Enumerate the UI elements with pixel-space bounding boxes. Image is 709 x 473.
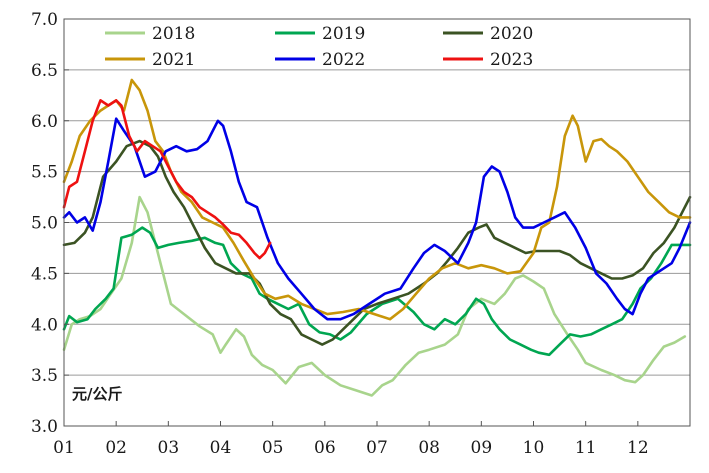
y-tick-label: 6.5 <box>31 61 58 81</box>
series-line-2023 <box>62 99 272 260</box>
x-tick-label: 04 <box>210 438 232 458</box>
legend-label-2023: 2023 <box>490 50 533 70</box>
axes: 3.0 3.5 4.0 4.5 5.0 5.5 6.0 6.5 7.0 01 02 03 04 05 06 0… <box>31 10 649 458</box>
unit-label-background <box>66 380 150 406</box>
legend-label-2021: 2021 <box>152 50 195 70</box>
y-tick-label: 3.0 <box>31 417 58 437</box>
x-tick-label: 08 <box>418 438 440 458</box>
legend-label-2019: 2019 <box>322 24 365 44</box>
x-tick-label: 03 <box>158 438 180 458</box>
series-line-2022 <box>62 117 692 321</box>
y-tick-label: 5.0 <box>31 214 58 234</box>
series-line-2020 <box>62 139 692 346</box>
series-line-2018 <box>62 195 687 397</box>
x-tick-label: 01 <box>53 438 75 458</box>
legend-label-2022: 2022 <box>322 50 365 70</box>
x-tick-label: 09 <box>471 438 493 458</box>
x-tick-label: 05 <box>262 438 284 458</box>
x-tick-label: 02 <box>105 438 127 458</box>
x-tick-label: 07 <box>366 438 388 458</box>
unit-label: 元/公斤 <box>72 385 122 403</box>
legend: 2018 2019 2020 2021 2022 2023 <box>105 24 533 70</box>
x-tick-label: 06 <box>314 438 336 458</box>
y-tick-label: 4.5 <box>31 264 58 284</box>
y-tick-label: 3.5 <box>31 366 58 386</box>
y-tick-label: 6.0 <box>31 112 58 132</box>
legend-label-2018: 2018 <box>152 24 195 44</box>
y-tick-label: 7.0 <box>31 10 58 30</box>
x-tick-label: 12 <box>627 438 649 458</box>
y-tick-label: 5.5 <box>31 163 58 183</box>
x-tick-label: 11 <box>575 438 597 458</box>
legend-label-2020: 2020 <box>490 24 533 44</box>
x-tick-label: 10 <box>523 438 545 458</box>
series-line-2021 <box>62 78 692 321</box>
y-tick-label: 4.0 <box>31 315 58 335</box>
series-line-2019 <box>62 226 692 357</box>
grid-lines <box>64 18 690 427</box>
series-lines <box>62 78 692 397</box>
